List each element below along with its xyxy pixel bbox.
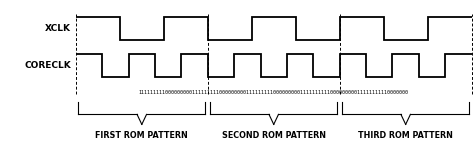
Text: FIRST ROM PATTERN: FIRST ROM PATTERN [95, 131, 188, 140]
Text: XCLK: XCLK [45, 24, 71, 33]
Text: 11111111100000000011111111100000000011111111100000000011111111110000000001111111: 1111111110000000001111111110000000001111… [139, 90, 409, 95]
Text: CORECLK: CORECLK [24, 61, 71, 70]
Text: SECOND ROM PATTERN: SECOND ROM PATTERN [222, 131, 326, 140]
Text: THIRD ROM PATTERN: THIRD ROM PATTERN [358, 131, 453, 140]
